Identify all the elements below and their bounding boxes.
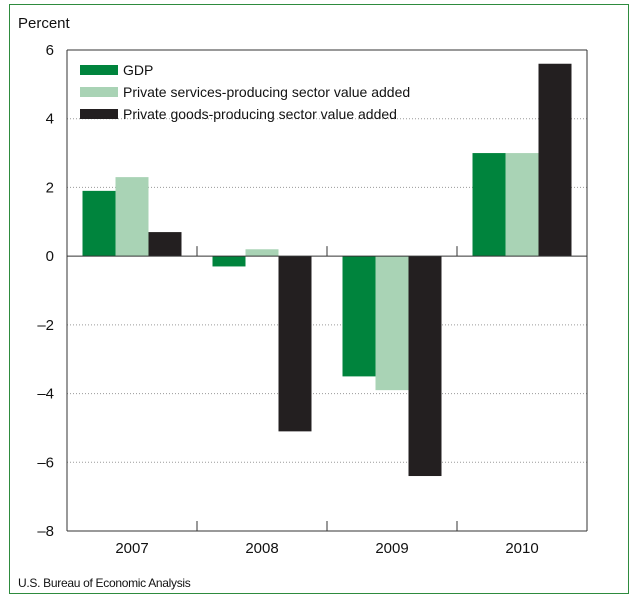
y-tick-label: 4 xyxy=(46,111,54,128)
chart-frame xyxy=(9,4,629,594)
bar xyxy=(408,256,442,477)
bar xyxy=(115,177,149,257)
bar xyxy=(472,153,506,257)
y-tick-label: –8 xyxy=(37,523,54,540)
x-tick-label: 2009 xyxy=(375,540,408,557)
y-tick-label: –4 xyxy=(37,386,54,403)
y-tick-label: 2 xyxy=(46,179,54,196)
legend-label: Private goods-producing sector value add… xyxy=(123,106,397,122)
axes-group xyxy=(66,49,588,532)
bar xyxy=(212,256,246,267)
y-tick-label: –2 xyxy=(37,317,54,334)
legend-label: GDP xyxy=(123,62,153,78)
bar xyxy=(148,232,182,257)
x-tick-label: 2008 xyxy=(245,540,278,557)
legend-swatch xyxy=(80,65,118,75)
source-note: U.S. Bureau of Economic Analysis xyxy=(18,576,191,590)
y-tick-label: 0 xyxy=(46,248,54,265)
bar xyxy=(505,153,539,257)
bar xyxy=(538,63,572,257)
legend-swatch xyxy=(80,87,118,97)
y-ticks-group: 6 4 2 0 –2 –4 –6 –8 xyxy=(37,42,54,540)
x-tick-label: 2010 xyxy=(505,540,538,557)
x-tick-label: 2007 xyxy=(115,540,148,557)
y-tick-label: –6 xyxy=(37,454,54,471)
legend-label: Private services-producing sector value … xyxy=(123,84,410,100)
y-axis-label: Percent xyxy=(18,15,71,32)
y-tick-label: 6 xyxy=(46,42,54,59)
bar xyxy=(82,190,116,257)
legend-swatch xyxy=(80,109,118,119)
bar xyxy=(342,256,376,377)
bar xyxy=(245,249,279,257)
bar xyxy=(278,256,312,432)
x-ticks-group: 2007 2008 2009 2010 xyxy=(115,540,538,557)
bar xyxy=(375,256,409,391)
legend: GDP Private services-producing sector val… xyxy=(80,62,410,122)
bars-group xyxy=(82,63,572,477)
